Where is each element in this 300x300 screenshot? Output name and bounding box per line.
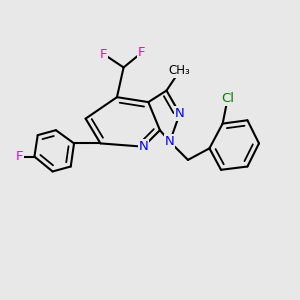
Text: N: N [175, 107, 184, 120]
Text: F: F [138, 46, 146, 59]
Text: F: F [100, 48, 107, 61]
Text: Cl: Cl [221, 92, 234, 105]
Text: N: N [139, 140, 148, 153]
Text: CH₃: CH₃ [169, 64, 190, 77]
Text: N: N [165, 135, 175, 148]
Text: F: F [16, 150, 23, 163]
